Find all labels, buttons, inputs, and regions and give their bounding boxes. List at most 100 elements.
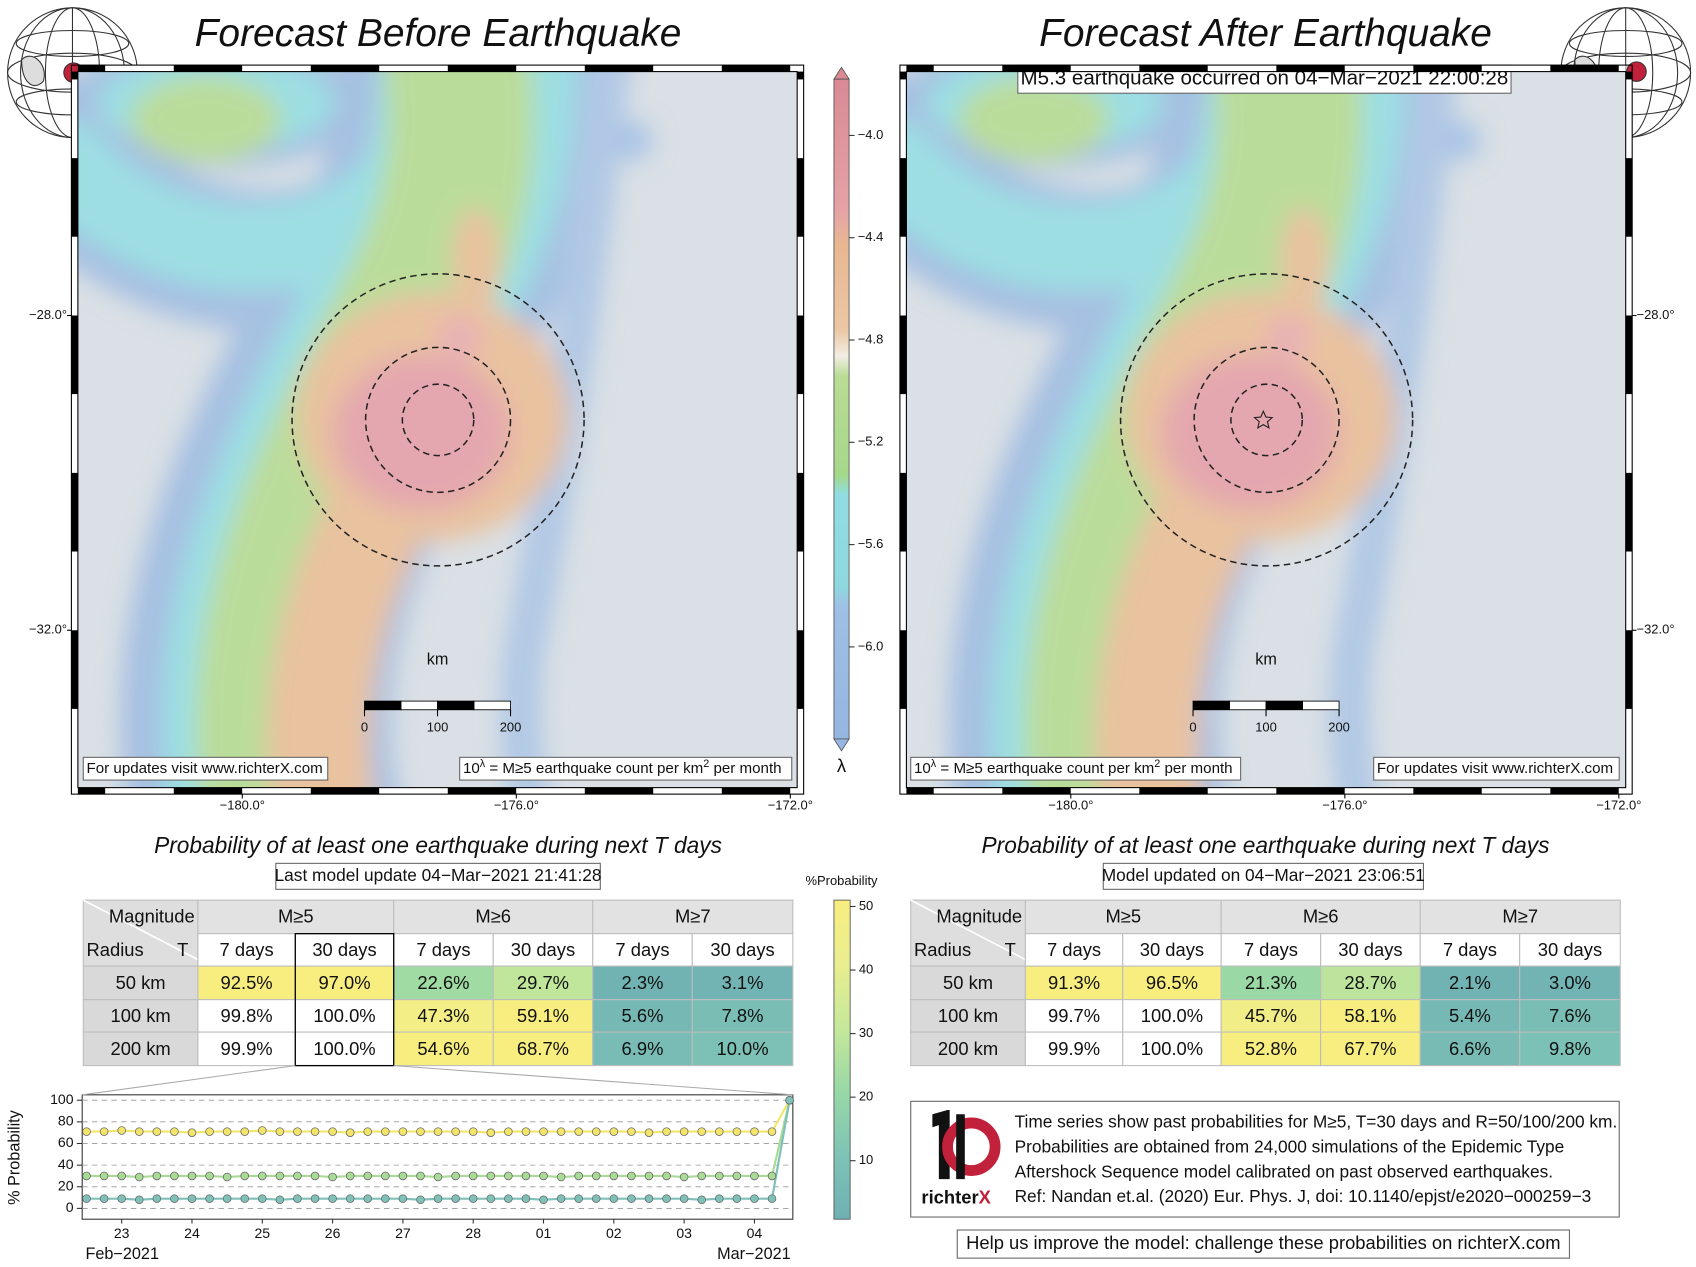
series-point bbox=[468, 1194, 478, 1203]
series-point bbox=[363, 1127, 373, 1136]
series-point bbox=[187, 1194, 197, 1203]
series-point bbox=[451, 1127, 460, 1136]
frame-segment bbox=[899, 551, 907, 631]
series-point bbox=[222, 1172, 232, 1182]
probability-label: 100.0% bbox=[313, 1038, 375, 1059]
frame-segment bbox=[899, 236, 907, 316]
probability-label: 100.0% bbox=[1141, 1005, 1203, 1026]
frame-segment bbox=[906, 65, 934, 72]
frame-segment bbox=[1344, 65, 1414, 72]
colorbar-tick-label: −4.4 bbox=[858, 229, 884, 244]
colorbar-tick-label: 50 bbox=[859, 898, 873, 913]
period-header: 30 days bbox=[710, 939, 774, 960]
series-point bbox=[293, 1194, 302, 1203]
probability-cell bbox=[197, 999, 296, 1033]
probability-cell bbox=[691, 1031, 794, 1067]
frame-segment bbox=[797, 394, 804, 473]
series-point bbox=[591, 1194, 601, 1203]
period-header: 30 days bbox=[511, 939, 575, 960]
colorbar-tick-label: −4.8 bbox=[858, 331, 884, 346]
probability-cell bbox=[691, 965, 794, 1001]
frame-segment bbox=[797, 315, 804, 395]
series-point bbox=[609, 1127, 619, 1136]
series-point bbox=[134, 1195, 144, 1205]
rate-note: 10λ = M≥5 earthquake count per km2 per m… bbox=[914, 758, 1233, 778]
table-title: Probability of at least one earthquake d… bbox=[154, 832, 722, 858]
series-point bbox=[539, 1195, 548, 1205]
frame-segment bbox=[310, 787, 380, 795]
probability-cell bbox=[1419, 965, 1521, 1001]
frame-segment bbox=[653, 787, 722, 795]
probability-label: 21.3% bbox=[1245, 972, 1297, 993]
corner-right: T bbox=[1005, 939, 1016, 960]
frame-segment bbox=[105, 65, 174, 72]
frame-segment bbox=[71, 71, 78, 80]
probability-label: 99.7% bbox=[1048, 1005, 1100, 1026]
rate-note-part: 10 bbox=[914, 760, 931, 777]
probability-label: 2.3% bbox=[622, 972, 664, 993]
series-point bbox=[328, 1172, 337, 1182]
y-tick-label: 0 bbox=[66, 1199, 74, 1215]
series-point bbox=[187, 1171, 197, 1181]
corner-left: Radius bbox=[914, 939, 971, 960]
probability-label: 28.7% bbox=[1344, 972, 1396, 993]
probability-label: 91.3% bbox=[1048, 972, 1100, 993]
series-point bbox=[715, 1194, 724, 1203]
corner-left: Radius bbox=[87, 939, 144, 960]
highlight-box bbox=[294, 933, 395, 1067]
series-point bbox=[310, 1171, 320, 1181]
series-point bbox=[328, 1194, 337, 1203]
series-point bbox=[451, 1194, 460, 1203]
radius-label: 50 km bbox=[116, 972, 166, 993]
probability-label: 99.8% bbox=[221, 1005, 273, 1026]
probability-label: 3.1% bbox=[722, 972, 764, 993]
probability-cell bbox=[592, 1031, 693, 1067]
series-point bbox=[521, 1171, 531, 1181]
radius-label: 200 km bbox=[938, 1038, 998, 1059]
probability-label: 52.8% bbox=[1245, 1038, 1297, 1059]
frame-segment bbox=[797, 236, 804, 316]
update-label: Last model update 04−Mar−2021 21:41:28 bbox=[275, 865, 602, 885]
colorbar-label: %Probability bbox=[805, 873, 878, 888]
series-point bbox=[591, 1127, 601, 1136]
frame-segment bbox=[173, 787, 243, 795]
frame-segment bbox=[584, 65, 654, 72]
frame-segment bbox=[933, 65, 1003, 72]
scalebar-segment bbox=[473, 700, 511, 711]
period-header: 7 days bbox=[615, 939, 669, 960]
series-point bbox=[715, 1171, 724, 1181]
radius-label: 100 km bbox=[938, 1005, 998, 1026]
map-border bbox=[905, 71, 1627, 789]
series-point bbox=[451, 1171, 460, 1181]
frame-segment bbox=[797, 79, 804, 159]
series-point bbox=[205, 1127, 214, 1136]
period-header: 7 days bbox=[1047, 939, 1101, 960]
rate-note-part: 10 bbox=[463, 760, 480, 777]
probability-label: 47.3% bbox=[417, 1005, 469, 1026]
map-frame bbox=[70, 64, 805, 795]
frame-segment bbox=[105, 787, 174, 795]
table-cell bbox=[82, 1031, 199, 1067]
series-point bbox=[134, 1127, 144, 1136]
series-point bbox=[328, 1127, 337, 1136]
frame-segment bbox=[242, 65, 311, 72]
frame-segment bbox=[1481, 65, 1551, 72]
frame-segment bbox=[899, 394, 907, 473]
series-point bbox=[468, 1127, 478, 1136]
scalebar-segment bbox=[1192, 700, 1230, 711]
probability-cell bbox=[1024, 1031, 1124, 1067]
corner-top: Magnitude bbox=[109, 905, 195, 926]
frame-segment bbox=[899, 315, 907, 395]
probability-label: 67.7% bbox=[1344, 1038, 1396, 1059]
series-point bbox=[521, 1194, 531, 1203]
help-text: Help us improve the model: challenge the… bbox=[966, 1232, 1560, 1253]
series-point bbox=[275, 1195, 285, 1205]
frame-segment bbox=[1550, 787, 1619, 795]
rate-note-part: 2 bbox=[1154, 758, 1160, 770]
probability-label: 7.8% bbox=[722, 1005, 764, 1026]
series-point bbox=[152, 1171, 162, 1181]
x-tick-label: 28 bbox=[465, 1225, 481, 1241]
scalebar-segment bbox=[437, 700, 475, 711]
series-point bbox=[258, 1126, 267, 1135]
